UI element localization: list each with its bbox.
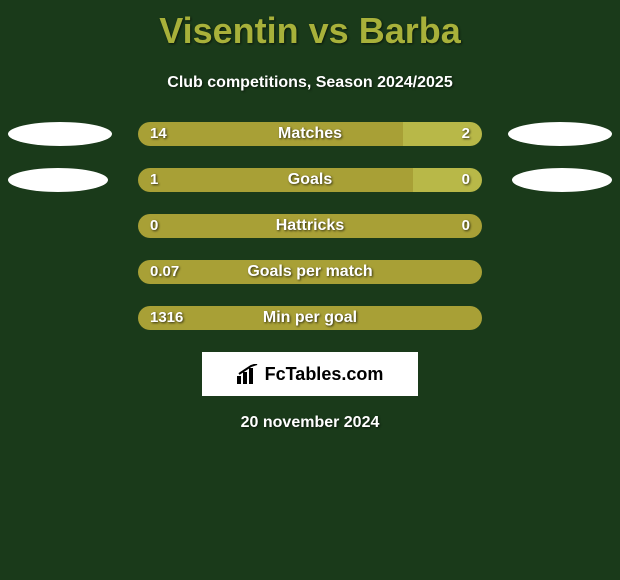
stat-label: Goals per match <box>0 260 620 284</box>
stat-row: 142Matches <box>0 122 620 146</box>
stat-row: 10Goals <box>0 168 620 192</box>
page-title: Visentin vs Barba <box>0 0 620 52</box>
page-subtitle: Club competitions, Season 2024/2025 <box>0 74 620 92</box>
chart-icon <box>237 364 259 384</box>
stat-label: Min per goal <box>0 306 620 330</box>
stats-panel: 142Matches 10Goals 00Hattricks 0.07Goals pe… <box>0 122 620 330</box>
stat-row: 00Hattricks <box>0 214 620 238</box>
stat-row: 0.07Goals per match <box>0 260 620 284</box>
stat-row: 1316Min per goal <box>0 306 620 330</box>
stat-label: Hattricks <box>0 214 620 238</box>
stat-label: Matches <box>0 122 620 146</box>
logo-box[interactable]: FcTables.com <box>202 352 418 396</box>
stat-label: Goals <box>0 168 620 192</box>
date-text: 20 november 2024 <box>0 414 620 432</box>
logo-text: FcTables.com <box>265 364 384 385</box>
